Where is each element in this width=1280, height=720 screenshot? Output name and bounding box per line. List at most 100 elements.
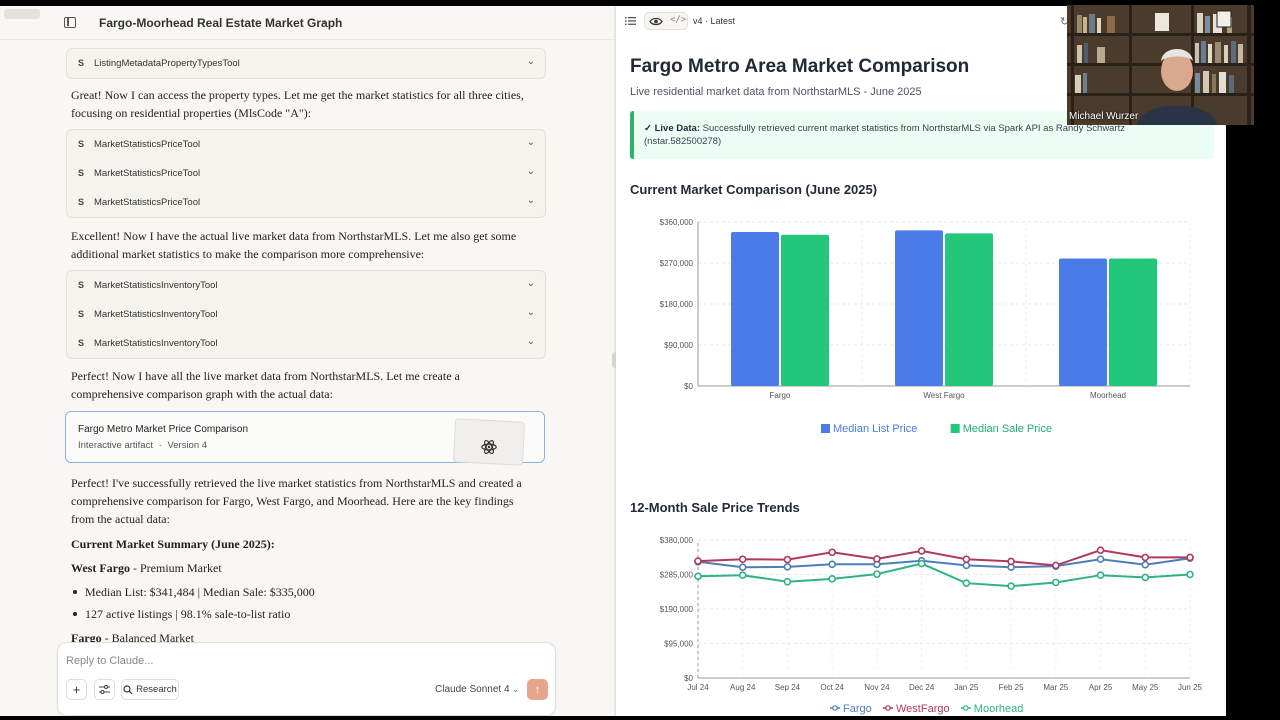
data-point [738, 555, 747, 564]
chat-title[interactable]: Fargo-Moorhead Real Estate Market Graph [99, 16, 343, 30]
tool-name: MarketStatisticsInventoryTool [94, 338, 218, 349]
webcam-video: Michael Wurzer [1067, 5, 1254, 125]
bar-chart-title: Current Market Comparison (June 2025) [630, 182, 878, 197]
data-point [1186, 553, 1194, 562]
tool-prefix: S [78, 168, 85, 178]
chevron-down-icon[interactable]: ⌄ [526, 195, 535, 206]
code-icon[interactable]: </> [670, 15, 687, 25]
data-point [1007, 557, 1015, 566]
artifact-toolbar: </> v4 · Latest ↻ [616, 6, 1226, 36]
x-tick-label: Fargo [770, 391, 791, 400]
data-point [917, 559, 926, 568]
chevron-down-icon[interactable]: ⌄ [320, 15, 329, 26]
data-point [828, 575, 836, 583]
assistant-message: Excellent! Now I have the actual live ma… [71, 229, 517, 261]
chevron-down-icon[interactable]: ⌄ [526, 56, 535, 67]
window-menu-button[interactable] [4, 9, 40, 19]
data-point [1052, 578, 1060, 587]
legend-swatch [821, 424, 830, 433]
data-point [783, 577, 792, 586]
tool-call-row[interactable]: S MarketStatisticsInventoryTool ⌄ [67, 329, 545, 358]
chevron-down-icon[interactable]: ⌄ [526, 307, 535, 318]
tool-call-group: S MarketStatisticsPriceTool ⌄ S MarketSt… [66, 129, 546, 218]
tool-call-row[interactable]: S MarketStatisticsPriceTool ⌄ [67, 130, 545, 159]
artifact-version: Version 4 [167, 440, 208, 451]
live-data-message: Successfully retrieved current market st… [644, 123, 1126, 147]
list-item: Median List: $341,484 | Median Sale: $33… [73, 583, 315, 605]
tool-name: MarketStatisticsPriceTool [94, 139, 201, 150]
model-selector[interactable]: Claude Sonnet 4 ⌄ [435, 684, 519, 695]
bar-chart: $0 $90,000 $180,000 $270,000 $360,000 Fargo We… [660, 218, 1191, 435]
bar [945, 233, 993, 386]
assistant-message: Perfect! I've successfully retrieved the… [71, 476, 522, 526]
legend-marker [832, 705, 838, 711]
legend-label: Median List Price [833, 423, 917, 435]
summary-heading: Current Market Summary (June 2025): [71, 537, 275, 551]
tools-button[interactable] [94, 679, 115, 700]
legend-swatch [950, 424, 960, 433]
chevron-down-icon[interactable]: ⌄ [526, 166, 535, 177]
data-point [873, 570, 881, 578]
data-point [962, 555, 971, 564]
bar [1109, 258, 1157, 386]
market-name: Fargo [71, 631, 102, 645]
legend-label: Median Sale Price [963, 423, 1052, 435]
plus-icon: + [72, 682, 81, 697]
x-tick-label: Nov 24 [864, 683, 890, 692]
model-name: Claude Sonnet 4 [435, 684, 510, 695]
y-tick-label: $190,000 [660, 605, 694, 614]
x-tick-label: Jan 25 [954, 683, 979, 692]
artifact-card[interactable]: Fargo Metro Market Price Comparison Inte… [65, 411, 545, 466]
y-tick-label: $360,000 [660, 218, 694, 227]
artifact-type: Interactive artifact [78, 440, 153, 451]
legend-label: Moorhead [974, 703, 1024, 715]
data-point [873, 555, 881, 563]
chat-header: Fargo-Moorhead Real Estate Market Graph … [0, 6, 614, 40]
legend-marker [962, 705, 969, 711]
tool-name: MarketStatisticsInventoryTool [94, 280, 218, 291]
y-tick-label: $180,000 [660, 300, 694, 309]
tool-call-row[interactable]: S MarketStatisticsPriceTool ⌄ [67, 188, 545, 217]
data-point [783, 563, 792, 571]
view-toggle: </> [644, 12, 688, 30]
data-point [962, 579, 971, 588]
tool-call-row[interactable]: S MarketStatisticsInventoryTool ⌄ [67, 300, 545, 329]
pane-resize-handle[interactable] [612, 352, 618, 368]
tool-call-row[interactable]: S MarketStatisticsPriceTool ⌄ [67, 159, 545, 188]
add-attachment-button[interactable]: + [66, 679, 87, 700]
version-label[interactable]: v4 · Latest [693, 16, 736, 26]
artifact-title: Fargo Metro Market Price Comparison [78, 424, 249, 435]
chevron-down-icon[interactable]: ⌄ [526, 336, 535, 347]
y-tick-label: $0 [684, 382, 693, 391]
artifact-separator: · [158, 440, 162, 451]
bar [895, 230, 943, 386]
chevron-down-icon[interactable]: ⌄ [526, 137, 535, 148]
x-tick-label: Oct 24 [820, 683, 844, 692]
market-fargo: Fargo - Balanced Market [71, 629, 531, 647]
chevron-down-icon[interactable]: ⌄ [526, 278, 535, 289]
bar [1059, 258, 1107, 386]
tool-call-row[interactable]: S ListingMetadataPropertyTypesTool ⌄ [67, 49, 545, 78]
search-icon [123, 684, 133, 694]
data-point [738, 571, 747, 580]
legend-label: Fargo [843, 703, 872, 715]
reply-composer: + Research Claude Sonnet 4 ⌄ ↑ [57, 642, 556, 716]
tool-name: ListingMetadataPropertyTypesTool [94, 58, 240, 69]
reply-input[interactable] [66, 653, 536, 669]
list-icon[interactable] [625, 16, 636, 26]
tool-call-row[interactable]: S MarketStatisticsInventoryTool ⌄ [67, 271, 545, 300]
live-data-label: ✓ Live Data: [644, 123, 701, 134]
sidebar-toggle-icon[interactable] [64, 17, 76, 28]
x-tick-label: Moorhead [1090, 391, 1126, 400]
research-button[interactable]: Research [121, 679, 179, 700]
x-tick-label: Jun 25 [1178, 683, 1203, 692]
eye-icon[interactable] [649, 16, 663, 27]
x-tick-label: May 25 [1132, 683, 1159, 692]
tool-prefix: S [78, 139, 85, 149]
send-button[interactable]: ↑ [527, 679, 548, 700]
series-line [697, 549, 1190, 567]
artifact-heading: Fargo Metro Area Market Comparison [630, 56, 970, 77]
x-tick-label: Dec 24 [909, 683, 935, 692]
tool-prefix: S [78, 280, 85, 290]
refresh-icon[interactable]: ↻ [1060, 16, 1070, 28]
